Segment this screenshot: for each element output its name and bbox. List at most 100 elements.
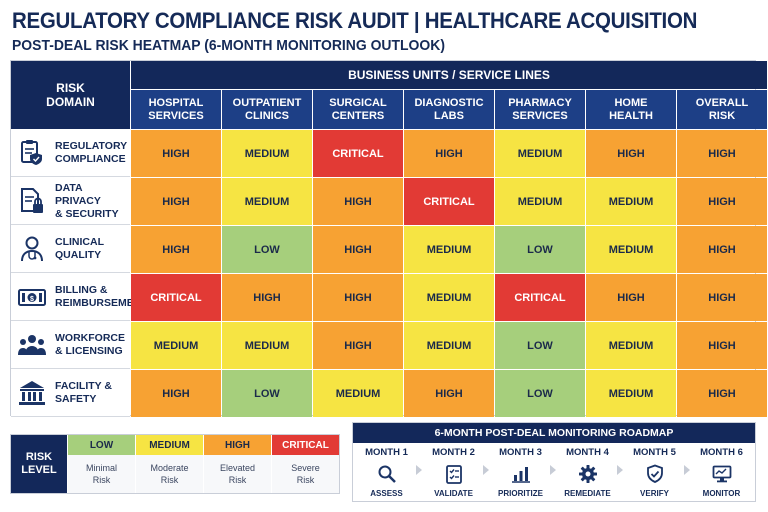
column-header-hospital-services: HOSPITAL SERVICES (131, 90, 221, 129)
step-month: MONTH 6 (700, 447, 743, 458)
heatmap-cell-data-privacy-security-overall-risk: HIGH (677, 178, 767, 225)
monitoring-roadmap: 6-MONTH POST-DEAL MONITORING ROADMAP MON… (352, 422, 756, 502)
row-label: DATA PRIVACY & SECURITY (55, 181, 119, 220)
heatmap-cell-regulatory-compliance-home-health: HIGH (586, 130, 676, 177)
heatmap-cell-facility-safety-overall-risk: HIGH (677, 370, 767, 417)
heatmap-cell-data-privacy-security-hospital-services: HIGH (131, 178, 221, 225)
heatmap-cell-workforce-licensing-home-health: MEDIUM (586, 322, 676, 369)
heatmap-cell-data-privacy-security-diagnostic-labs: CRITICAL (404, 178, 494, 225)
row-label: WORKFORCE & LICENSING (55, 332, 125, 357)
heatmap-cell-facility-safety-pharmacy-services: LOW (495, 370, 585, 417)
bar-chart-icon (511, 464, 531, 484)
heatmap-cell-facility-safety-surgical-centers: MEDIUM (313, 370, 403, 417)
column-header-pharmacy-services: PHARMACY SERVICES (495, 90, 585, 129)
heatmap-cell-clinical-quality-diagnostic-labs: MEDIUM (404, 226, 494, 273)
row-label: CLINICAL QUALITY (55, 236, 104, 261)
page-subtitle: POST-DEAL RISK HEATMAP (6-MONTH MONITORI… (12, 37, 445, 54)
cash-icon: $ (17, 282, 47, 312)
step-action: REMEDIATE (564, 489, 611, 498)
heatmap-cell-billing-reimbursement-home-health: HIGH (586, 274, 676, 321)
column-header-diagnostic-labs: DIAGNOSTIC LABS (404, 90, 494, 129)
column-header-surgical-centers: SURGICAL CENTERS (313, 90, 403, 129)
heatmap-cell-regulatory-compliance-outpatient-clinics: MEDIUM (222, 130, 312, 177)
monitor-icon (712, 464, 732, 484)
heatmap-cell-clinical-quality-hospital-services: HIGH (131, 226, 221, 273)
column-header-overall-risk: OVERALL RISK (677, 90, 767, 129)
step-action: MONITOR (702, 489, 741, 498)
row-header-billing-reimbursement: $ BILLING & REIMBURSEMENT (11, 274, 148, 321)
heatmap-cell-billing-reimbursement-surgical-centers: HIGH (313, 274, 403, 321)
step-action: VALIDATE (434, 489, 473, 498)
heatmap-cell-regulatory-compliance-pharmacy-services: MEDIUM (495, 130, 585, 177)
legend-item-medium: MEDIUM Moderate Risk (135, 435, 203, 493)
roadmap-step-month-3: MONTH 3 PRIORITIZE (483, 443, 554, 501)
gear-icon (578, 464, 598, 484)
shield-check-icon (645, 464, 665, 484)
row-header-clinical-quality: CLINICAL QUALITY (11, 226, 130, 273)
step-month: MONTH 1 (365, 447, 408, 458)
heatmap-cell-billing-reimbursement-outpatient-clinics: HIGH (222, 274, 312, 321)
heatmap-cell-regulatory-compliance-diagnostic-labs: HIGH (404, 130, 494, 177)
step-month: MONTH 5 (633, 447, 676, 458)
roadmap-step-month-1: MONTH 1 ASSESS (353, 443, 420, 501)
step-month: MONTH 3 (499, 447, 542, 458)
heatmap-cell-data-privacy-security-surgical-centers: HIGH (313, 178, 403, 225)
step-action: ASSESS (370, 489, 403, 498)
row-header-facility-safety: FACILITY & SAFETY (11, 370, 130, 417)
roadmap-step-month-6: MONTH 6 MONITOR (684, 443, 755, 501)
legend-description-high: Elevated Risk (204, 455, 271, 493)
building-icon (17, 378, 47, 408)
heatmap-cell-facility-safety-outpatient-clinics: LOW (222, 370, 312, 417)
heatmap-cell-clinical-quality-overall-risk: HIGH (677, 226, 767, 273)
heatmap-cell-workforce-licensing-surgical-centers: HIGH (313, 322, 403, 369)
heatmap-cell-workforce-licensing-outpatient-clinics: MEDIUM (222, 322, 312, 369)
checklist-icon (444, 464, 464, 484)
heatmap-cell-billing-reimbursement-hospital-services: CRITICAL (131, 274, 221, 321)
row-label: REGULATORY COMPLIANCE (55, 140, 128, 165)
step-action: VERIFY (640, 489, 669, 498)
roadmap-step-month-4: MONTH 4 REMEDIATE (550, 443, 621, 501)
row-label: BILLING & REIMBURSEMENT (55, 284, 148, 309)
step-month: MONTH 2 (432, 447, 475, 458)
heatmap-cell-regulatory-compliance-hospital-services: HIGH (131, 130, 221, 177)
heatmap-cell-billing-reimbursement-pharmacy-services: CRITICAL (495, 274, 585, 321)
roadmap-title: 6-MONTH POST-DEAL MONITORING ROADMAP (353, 423, 755, 443)
document-lock-icon (17, 186, 47, 216)
heatmap-cell-regulatory-compliance-surgical-centers: CRITICAL (313, 130, 403, 177)
svg-text:$: $ (30, 296, 34, 303)
heatmap-cell-facility-safety-home-health: MEDIUM (586, 370, 676, 417)
heatmap-cell-data-privacy-security-outpatient-clinics: MEDIUM (222, 178, 312, 225)
column-header-home-health: HOME HEALTH (586, 90, 676, 129)
legend-swatch-critical: CRITICAL (272, 435, 339, 455)
legend-swatch-medium: MEDIUM (136, 435, 203, 455)
row-header-regulatory-compliance: REGULATORY COMPLIANCE (11, 130, 130, 177)
risk-domain-header: RISK DOMAIN (11, 61, 130, 129)
roadmap-step-month-5: MONTH 5 VERIFY (617, 443, 688, 501)
heatmap-cell-data-privacy-security-pharmacy-services: MEDIUM (495, 178, 585, 225)
step-action: PRIORITIZE (498, 489, 543, 498)
legend-swatch-high: HIGH (204, 435, 271, 455)
column-header-outpatient-clinics: OUTPATIENT CLINICS (222, 90, 312, 129)
legend-item-critical: CRITICAL Severe Risk (271, 435, 339, 493)
heatmap-cell-workforce-licensing-hospital-services: MEDIUM (131, 322, 221, 369)
legend-swatch-low: LOW (68, 435, 135, 455)
row-header-workforce-licensing: WORKFORCE & LICENSING (11, 322, 130, 369)
step-month: MONTH 4 (566, 447, 609, 458)
heatmap-cell-clinical-quality-pharmacy-services: LOW (495, 226, 585, 273)
magnifier-icon (377, 464, 397, 484)
heatmap-cell-clinical-quality-home-health: MEDIUM (586, 226, 676, 273)
people-icon (17, 330, 47, 360)
legend-item-low: LOW Minimal Risk (67, 435, 135, 493)
roadmap-steps: MONTH 1 ASSESS MONTH 2 VALIDATE MONTH 3 PRIOR… (353, 443, 755, 501)
heatmap-cell-billing-reimbursement-diagnostic-labs: MEDIUM (404, 274, 494, 321)
legend-description-low: Minimal Risk (68, 455, 135, 493)
heatmap-cell-billing-reimbursement-overall-risk: HIGH (677, 274, 767, 321)
row-header-data-privacy-security: DATA PRIVACY & SECURITY (11, 178, 130, 225)
risk-level-legend: RISK LEVEL LOW Minimal Risk MEDIUM Moderate… (10, 434, 340, 494)
heatmap-cell-workforce-licensing-overall-risk: HIGH (677, 322, 767, 369)
heatmap-cell-regulatory-compliance-overall-risk: HIGH (677, 130, 767, 177)
heatmap-cell-data-privacy-security-home-health: MEDIUM (586, 178, 676, 225)
legend-description-critical: Severe Risk (272, 455, 339, 493)
row-label: FACILITY & SAFETY (55, 380, 112, 405)
heatmap-cell-facility-safety-diagnostic-labs: HIGH (404, 370, 494, 417)
